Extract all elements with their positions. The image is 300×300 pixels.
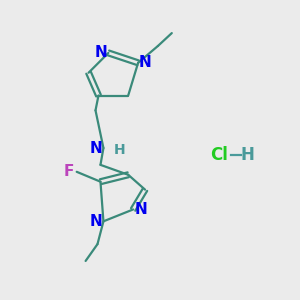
Text: H: H	[240, 146, 254, 164]
Text: N: N	[94, 45, 107, 60]
Text: N: N	[90, 140, 102, 155]
Text: N: N	[90, 214, 102, 229]
Text: H: H	[113, 143, 125, 157]
Text: Cl: Cl	[210, 146, 228, 164]
Text: F: F	[63, 164, 74, 179]
Text: N: N	[139, 55, 152, 70]
Text: N: N	[134, 202, 147, 217]
